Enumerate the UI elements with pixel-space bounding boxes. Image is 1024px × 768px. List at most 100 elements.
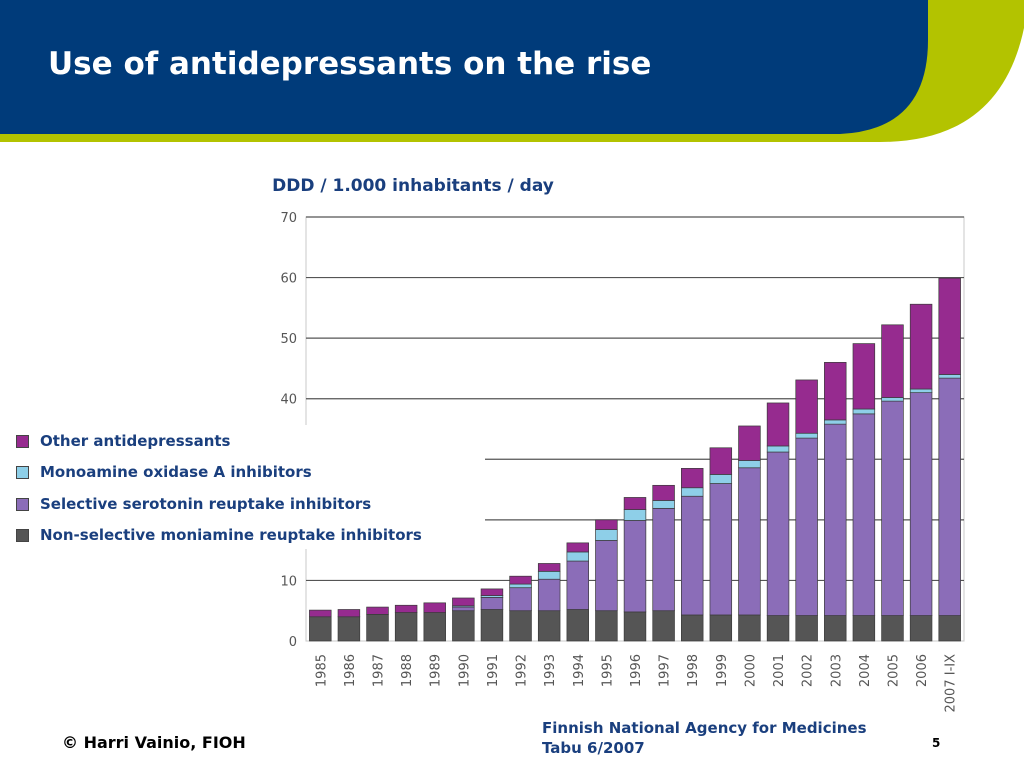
header-blue-band	[0, 0, 928, 134]
bar-segment-2000-s3	[738, 425, 761, 461]
bar-segment-2004-s2	[852, 408, 876, 415]
x-tick-label: 2005	[886, 654, 901, 687]
bar-segment-1996-s2	[623, 509, 647, 521]
bar-segment-1989-s0	[423, 612, 446, 642]
bars	[309, 277, 961, 642]
x-tick-label: 1995	[600, 654, 615, 687]
bar-segment-2002-s0	[795, 615, 818, 642]
x-tick-label: 1997	[658, 654, 673, 687]
x-tick-label: 1991	[486, 654, 501, 687]
x-tick-label: 1994	[572, 654, 587, 687]
bar-segment-1998-s3	[680, 468, 704, 489]
bar-segment-1992-s3	[509, 575, 532, 585]
bar-segment-2006-s1	[909, 392, 933, 616]
bar-segment-1993-s3	[537, 563, 561, 572]
bar-segment-1995-s3	[595, 519, 618, 530]
bar-segment-1989-s3	[423, 602, 446, 613]
bar-segment-1990-s1	[452, 606, 475, 612]
y-tick-label: 50	[280, 332, 297, 347]
bar-segment-1994-s2	[566, 551, 589, 562]
bar-segment-1991-s1	[480, 597, 504, 610]
bar-segment-2006-s3	[909, 303, 933, 390]
legend-swatch-other	[16, 434, 29, 448]
y-tick-label: 70	[280, 211, 297, 226]
bar-segment-1987-s0	[366, 613, 389, 642]
bar-segment-2005-s3	[881, 324, 904, 398]
bar-segment-1990-s0	[452, 610, 475, 642]
bar-segment-1991-s0	[480, 609, 504, 642]
bar-segment-1995-s2	[595, 529, 618, 541]
x-axis-ticks: 1985 1986 1987 1988 1989 1990 1991 1992 1993 1994…	[314, 654, 958, 713]
x-tick-label: 2000	[743, 654, 758, 687]
legend-item-maoa: Monoamine oxidase A inhibitors	[16, 462, 312, 482]
footer-source-line2: Tabu 6/2007	[542, 739, 645, 757]
bar-segment-1992-s2	[509, 583, 532, 589]
bar-segment-2002-s2	[795, 432, 818, 439]
x-tick-label: 1989	[429, 654, 444, 687]
bar-segment-1997-s1	[652, 508, 675, 612]
x-tick-label: 1990	[457, 654, 472, 687]
bar-segment-2006-s0	[909, 615, 933, 642]
x-tick-label: 2001	[772, 654, 787, 687]
bar-segment-1992-s1	[509, 587, 532, 612]
bar-segment-1986-s0	[337, 616, 361, 642]
bar-segment-1999-s1	[709, 483, 733, 616]
y-tick-label: 0	[289, 635, 297, 650]
y-tick-label: 40	[280, 393, 297, 408]
bar-segment-2001-s0	[766, 615, 790, 642]
bar-segment-1992-s0	[509, 610, 532, 642]
bar-segment-2004-s1	[852, 413, 876, 616]
bar-segment-2000-s2	[738, 460, 761, 469]
legend-item-other: Other antidepressants	[16, 431, 230, 451]
x-tick-label: 2007 I-IX	[944, 654, 959, 713]
bar-segment-1991-s3	[480, 588, 504, 596]
bar-segment-1997-s2	[652, 500, 675, 509]
bar-segment-1998-s1	[680, 495, 704, 616]
x-tick-label: 1993	[543, 654, 558, 687]
bar-segment-1993-s1	[537, 578, 561, 612]
bar-segment-1990-s3	[452, 597, 475, 607]
bar-segment-1999-s2	[709, 474, 733, 484]
legend-swatch-ssri	[16, 497, 29, 511]
chart-title: DDD / 1.000 inhabitants / day	[272, 176, 554, 196]
x-tick-label: 1992	[515, 654, 530, 687]
bar-segment-1998-s0	[680, 614, 704, 642]
footer-source-line1: Finnish National Agency for Medicines	[542, 719, 867, 737]
bar-segment-1995-s0	[595, 610, 618, 642]
footer-source: Finnish National Agency for Medicines Ta…	[542, 718, 867, 758]
bar-segment-2003-s0	[824, 615, 847, 642]
x-tick-label: 1999	[715, 654, 730, 687]
bar-segment-2004-s3	[852, 343, 876, 410]
bar-segment-2005-s2	[881, 397, 904, 402]
legend-item-nsri: Non-selective moniamine reuptake inhibit…	[16, 525, 422, 545]
x-tick-label: 1987	[372, 654, 387, 687]
page-number: 5	[932, 736, 941, 750]
bar-segment-1998-s2	[680, 487, 704, 497]
bar-segment-1996-s1	[623, 520, 647, 613]
y-tick-label: 60	[280, 272, 297, 287]
x-tick-label: 2002	[801, 654, 816, 687]
bar-segment-2005-s1	[881, 400, 904, 616]
bar-segment-2001-s3	[766, 402, 790, 447]
bar-segment-1997-s0	[652, 610, 675, 642]
bar-segment-2001-s1	[766, 451, 790, 616]
bar-segment-2005-s0	[881, 615, 904, 642]
x-tick-label: 1985	[314, 654, 329, 687]
bar-segment-2003-s3	[824, 362, 847, 421]
legend-label-nsri: Non-selective moniamine reuptake inhibit…	[40, 526, 422, 544]
slide-title: Use of antidepressants on the rise	[48, 46, 652, 82]
footer-copyright: © Harri Vainio, FIOH	[62, 733, 246, 752]
bar-segment-1985-s3	[309, 609, 332, 618]
bar-segment-1993-s0	[537, 610, 561, 642]
bar-segment-1995-s1	[595, 540, 618, 612]
bar-segment-1988-s0	[394, 612, 418, 642]
bar-segment-2007-I-IX-s2	[938, 374, 961, 379]
bar-segment-2003-s1	[824, 423, 847, 616]
x-tick-label: 2006	[915, 654, 930, 687]
bar-segment-1997-s3	[652, 484, 675, 501]
header-banner	[0, 0, 1024, 142]
bar-segment-2002-s1	[795, 437, 818, 616]
bar-segment-2007-I-IX-s1	[938, 377, 961, 616]
bar-segment-2006-s2	[909, 388, 933, 393]
